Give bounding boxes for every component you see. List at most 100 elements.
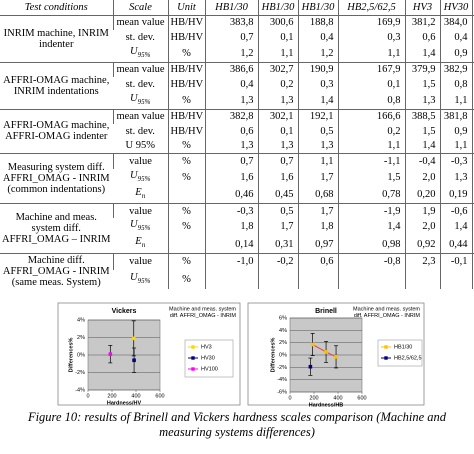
x-tick-label: 400 xyxy=(333,395,342,401)
unit-cell: HB/HV xyxy=(167,30,205,45)
y-tick-label: 6% xyxy=(279,315,287,321)
value-cell: -0,8 xyxy=(337,252,405,270)
x-axis-label: Hardness/HV xyxy=(107,400,142,406)
scale-cell: value xyxy=(112,252,168,270)
table-row: U 95%%1,31,31,31,11,41,10,7 xyxy=(0,138,474,154)
value-cell: 0,9 xyxy=(471,168,474,186)
value-cell: 0,06 xyxy=(471,185,474,204)
value-cell: 190,9 xyxy=(297,61,338,78)
unit-cell: % xyxy=(167,252,205,270)
scale-symbol: U95% xyxy=(130,93,151,106)
value-cell xyxy=(337,269,405,289)
value-cell: 1,1 xyxy=(439,138,472,154)
unit-cell: HB/HV xyxy=(167,124,205,139)
legend-marker xyxy=(384,356,388,360)
y-axis-label: Differences% xyxy=(270,337,276,372)
legend-marker xyxy=(191,367,195,371)
value-cell: 1,6 xyxy=(204,168,258,186)
scale-sub: 95% xyxy=(137,276,151,285)
scale-cell: mean value xyxy=(112,61,168,78)
unit-cell: % xyxy=(167,44,205,63)
value-cell: 0,7 xyxy=(471,138,474,154)
scale-sub: 95% xyxy=(137,97,151,106)
table-row: En 0,460,450,680,780,200,190,06 xyxy=(0,185,474,204)
y-tick-label: -2% xyxy=(277,365,287,371)
y-tick-label: 0% xyxy=(77,352,85,358)
table-row: En 0,140,310,970,980,920,440,06 xyxy=(0,235,474,254)
value-cell: 1,3 xyxy=(204,138,258,154)
scale-cell: En xyxy=(113,235,168,253)
value-cell: 185,7 xyxy=(471,61,474,78)
scale-text: E xyxy=(135,236,142,248)
value-cell: 1,2 xyxy=(204,44,258,63)
value-cell: 0,5 xyxy=(297,124,338,139)
value-cell: 0,7 xyxy=(471,44,474,63)
scale-cell: value xyxy=(112,153,168,169)
value-cell: 1,8 xyxy=(204,218,258,236)
scale-sub: 95% xyxy=(137,224,151,233)
scale-text: U xyxy=(130,169,138,181)
value-cell: 386,6 xyxy=(204,61,258,78)
value-cell: 0,1 xyxy=(337,77,405,92)
value-cell: 1,3 xyxy=(404,91,440,110)
table-row: st. dev.HB/HV0,40,20,30,11,50,80,1 xyxy=(0,77,474,92)
value-cell: 1,7 xyxy=(297,202,338,219)
scale-symbol: En xyxy=(135,187,145,200)
value-cell: 1,8 xyxy=(297,218,338,236)
value-cell: 1,1 xyxy=(439,91,472,110)
value-cell: 302,1 xyxy=(257,108,298,125)
value-cell: -0,1 xyxy=(471,153,474,169)
value-cell: 1,5 xyxy=(337,168,405,186)
value-cell: 0,7 xyxy=(204,30,258,45)
value-cell: -1,0 xyxy=(204,252,258,270)
value-cell: 0,97 xyxy=(297,235,338,254)
y-tick-label: -4% xyxy=(277,377,287,383)
y-tick-label: -2% xyxy=(75,370,85,376)
value-cell: 0,3 xyxy=(297,77,338,92)
value-cell: -1,1 xyxy=(337,153,405,169)
x-tick-label: 400 xyxy=(131,393,140,399)
value-cell: 166,6 xyxy=(337,108,405,125)
value-cell: 0,6 xyxy=(297,252,338,270)
y-tick-label: -6% xyxy=(277,389,287,395)
table-row: st. dev.HB/HV0,70,10,40,30,60,40,2 xyxy=(0,30,474,45)
unit-cell xyxy=(167,185,205,204)
value-cell: 1,4 xyxy=(439,218,472,236)
value-cell: 2,0 xyxy=(404,218,440,236)
unit-cell: % xyxy=(167,202,205,219)
header-row: Test conditions Scale Unit HB1/30 HB1/30 HB1/… xyxy=(0,0,474,16)
value-cell: 0,1 xyxy=(471,202,474,219)
scale-symbol: U95% xyxy=(130,45,150,59)
scale-cell: st. dev. xyxy=(125,78,155,90)
value-cell: -0,4 xyxy=(404,153,440,169)
x-tick-label: 0 xyxy=(288,395,291,401)
value-cell: 1,1 xyxy=(337,44,405,63)
value-cell: 0,98 xyxy=(337,235,405,254)
value-cell: 1,1 xyxy=(257,44,298,63)
group-label: INRIM machine, INRIM indenter xyxy=(0,14,113,63)
x-tick-label: 0 xyxy=(86,393,89,399)
value-cell: 379,9 xyxy=(404,61,440,78)
value-cell: 0,92 xyxy=(404,235,440,254)
unit-cell: HB/HV xyxy=(167,14,205,30)
value-cell: 0,8 xyxy=(439,77,472,92)
value-cell: 0,20 xyxy=(404,185,440,204)
unit-cell xyxy=(167,235,205,254)
unit-cell: HB/HV xyxy=(167,77,205,92)
value-cell: 1,0 xyxy=(471,218,474,236)
y-tick-label: 2% xyxy=(279,340,287,346)
table-row: Machine diff. AFFRI_OMAG - INRIM (same m… xyxy=(0,252,474,289)
scale-cell: U95% xyxy=(113,169,168,186)
scale-cell: st. dev. xyxy=(125,31,155,43)
value-cell: -1,9 xyxy=(337,202,405,219)
x-tick-label: 200 xyxy=(309,395,318,401)
value-cell: 0,44 xyxy=(439,235,472,254)
value-cell: 0,9 xyxy=(439,124,472,139)
value-cell: 0,06 xyxy=(471,235,474,254)
value-cell: 0,45 xyxy=(257,185,298,204)
unit-cell: % xyxy=(167,168,205,186)
scale-text: U xyxy=(130,45,138,57)
table-body: INRIM machine, INRIM indenter mean value H… xyxy=(0,14,474,289)
value-cell: 1,3 xyxy=(204,91,258,110)
